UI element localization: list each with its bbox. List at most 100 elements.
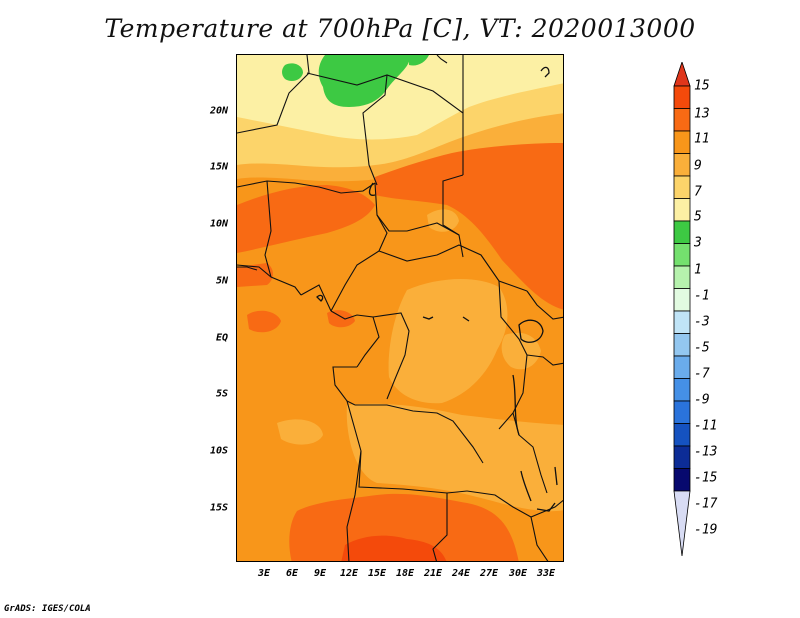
lat-label-15s: 15S [209, 502, 228, 514]
field-t2-patch-west [282, 63, 303, 81]
colorbar-label-9: 9 [694, 158, 702, 174]
colorbar-swatch-5 [673, 175, 691, 199]
colorbar-label-neg3: -3 [694, 314, 710, 330]
border-congo-drc [372, 312, 410, 400]
colorbar-label-13: 13 [694, 106, 710, 122]
lon-label-21e: 21E [423, 568, 443, 579]
border-chad-sudan [442, 174, 464, 258]
field-t14-south [341, 535, 447, 561]
lon-label-24e: 24E [451, 568, 471, 579]
lon-label-12e: 12E [339, 568, 359, 579]
lon-label-33e: 33E [536, 568, 556, 579]
map-title: Temperature at 700hPa [C], VT: 202001300… [104, 14, 696, 43]
colorbar-label-5: 5 [694, 209, 702, 225]
lake-chad [368, 182, 376, 196]
colorbar-swatch-12 [673, 333, 691, 357]
colorbar-swatch-13 [673, 355, 691, 379]
colorbar-swatch-1 [673, 85, 691, 109]
lat-label-5n: 5N [215, 275, 228, 287]
colorbar-label-neg1: -1 [694, 288, 710, 304]
field-t2-patch-main [318, 55, 410, 107]
border-niger-east [362, 74, 388, 186]
lat-label-15n: 15N [209, 161, 228, 173]
lon-label-30e: 30E [508, 568, 528, 579]
colorbar-swatch-15 [673, 400, 691, 424]
colorbar-swatch-14 [673, 378, 691, 402]
field-t12-gulf [247, 310, 281, 333]
lat-label-5s: 5S [215, 388, 228, 400]
border-nile-delta [436, 55, 448, 64]
field-t8-congo [388, 279, 508, 404]
border-niger-libya [306, 72, 464, 175]
field-t8-angola [346, 403, 563, 512]
lakes [316, 66, 558, 512]
colorbar-swatch-9 [673, 265, 691, 289]
colorbar-swatch-3 [673, 130, 691, 154]
colorbar-label-7: 7 [694, 184, 702, 200]
colorbar-label-15: 15 [694, 78, 710, 94]
colorbar-label-neg5: -5 [694, 340, 710, 356]
border-namibia-botswana [432, 493, 448, 561]
border-angola-drc [355, 404, 484, 464]
colorbar-swatch-7 [673, 220, 691, 244]
lon-label-3e: 3E [257, 568, 271, 579]
border-angola-zambia [358, 450, 468, 494]
lat-label-10s: 10S [209, 445, 228, 457]
field-t12-sahel-west [237, 185, 375, 253]
lake-victoria [518, 319, 544, 343]
colorbar-swatch-8 [673, 243, 691, 267]
border-angola-coast [346, 400, 362, 561]
border-benin [264, 180, 272, 278]
colorbar-swatch-4 [673, 153, 691, 177]
colorbar-label-neg11: -11 [694, 418, 718, 434]
lake-malawi [520, 470, 532, 502]
colorbar-label-neg15: -15 [694, 470, 718, 486]
colorbar-label-neg7: -7 [694, 366, 710, 382]
colorbar-label-neg19: -19 [694, 522, 718, 538]
colorbar-label-neg9: -9 [694, 392, 710, 408]
lon-label-9e: 9E [313, 568, 327, 579]
border-chad-car [376, 214, 460, 236]
colorbar-top-arrow [673, 62, 691, 87]
colorbar-label-neg13: -13 [694, 444, 718, 460]
coast-mozambique [554, 466, 558, 486]
field-t12-sahel-east [375, 143, 563, 310]
river-congo-1 [422, 316, 434, 320]
border-algeria-west [237, 55, 310, 134]
border-zimbabwe [530, 516, 549, 561]
border-ghana-coast [237, 266, 258, 271]
border-uganda [526, 290, 563, 320]
map-canvas [237, 55, 563, 561]
river-congo-2 [462, 316, 470, 322]
field-t8-ocean [277, 419, 323, 445]
temperature-map [236, 54, 564, 562]
lake-tanganyika [512, 374, 520, 436]
lake-kariba [536, 502, 556, 512]
colorbar-label-1: 1 [694, 262, 702, 278]
lon-label-18e: 18E [395, 568, 415, 579]
colorbar-bottom-arrow [673, 490, 691, 557]
field-t2-patch-east [409, 55, 429, 66]
border-tanzania-north [526, 354, 563, 366]
colorbar-swatch-16 [673, 423, 691, 447]
colorbar-swatch-17 [673, 445, 691, 469]
colorbar [673, 62, 691, 557]
border-angola-north [332, 366, 357, 406]
field-t12-gabon [327, 310, 355, 328]
colorbar-swatch-2 [673, 108, 691, 132]
colorbar-swatch-10 [673, 288, 691, 312]
colorbar-label-neg17: -17 [694, 496, 718, 512]
colorbar-swatch-18 [673, 468, 691, 492]
colorbar-label-11: 11 [694, 131, 710, 147]
lon-label-15e: 15E [367, 568, 387, 579]
gulf-aqaba [540, 66, 550, 78]
colorbar-swatch-6 [673, 198, 691, 222]
field-t12-coast [237, 263, 273, 287]
lon-label-27e: 27E [479, 568, 499, 579]
lat-label-20n: 20N [209, 105, 228, 117]
country-borders [237, 55, 563, 561]
grads-credit: GrADS: IGES/COLA [4, 604, 91, 614]
island-bioko [316, 294, 324, 302]
border-coast-west [237, 264, 302, 296]
lat-label-eq: EQ [215, 332, 228, 344]
